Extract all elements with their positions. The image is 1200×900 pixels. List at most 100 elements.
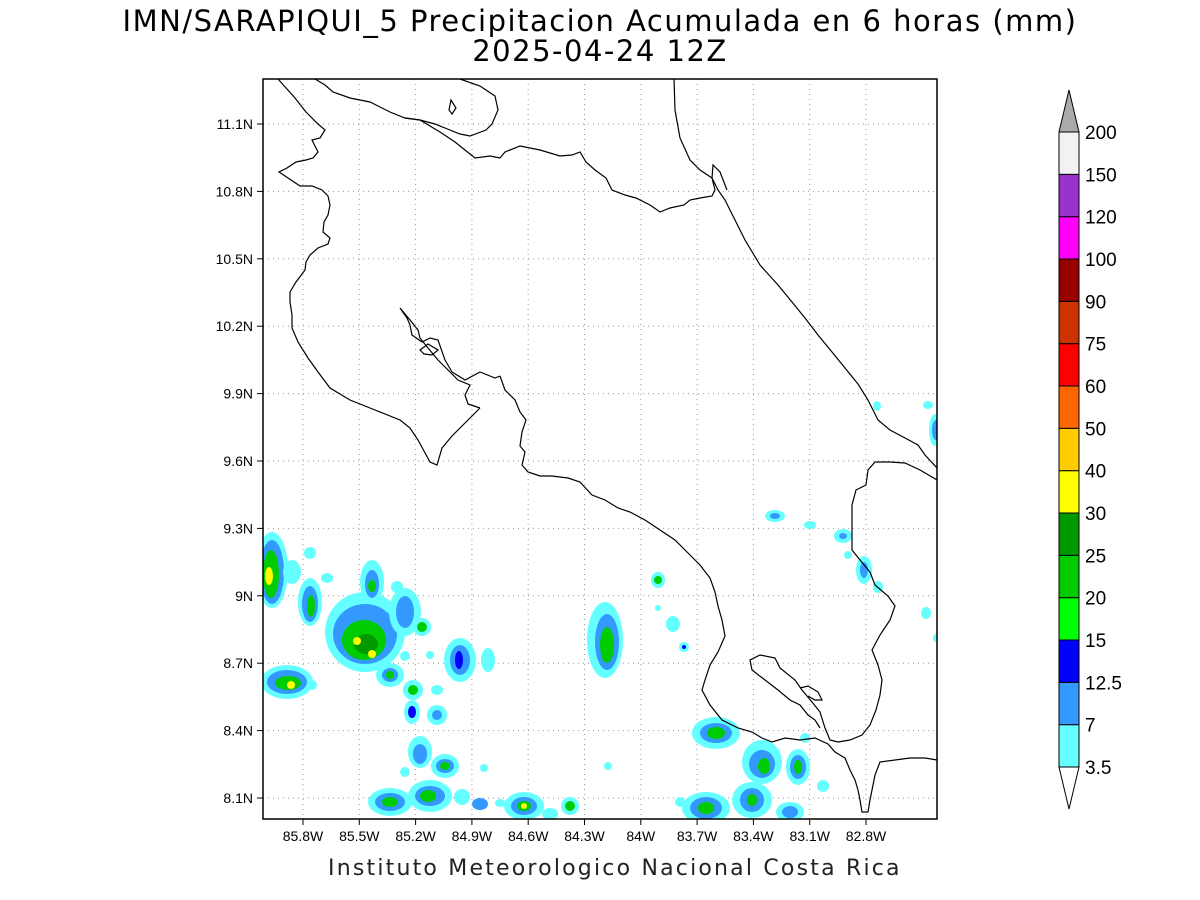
lat-label: 8.4N bbox=[223, 723, 253, 739]
precip-cell bbox=[360, 560, 384, 604]
precip-cell bbox=[933, 634, 937, 642]
lon-label: 84W bbox=[626, 828, 656, 844]
colorbar-label: 120 bbox=[1085, 208, 1117, 229]
colorbar-label: 75 bbox=[1085, 335, 1106, 356]
lat-label: 10.2N bbox=[216, 318, 253, 334]
coastline bbox=[799, 685, 823, 701]
lon-label: 85.5W bbox=[339, 828, 380, 844]
precip-cell bbox=[923, 401, 933, 409]
lat-label: 10.8N bbox=[216, 183, 253, 199]
precip-cell bbox=[368, 788, 412, 816]
precip-cell bbox=[283, 560, 301, 584]
border bbox=[837, 461, 937, 743]
map-title: IMN/SARAPIQUI_5 Precipitacion Acumulada … bbox=[122, 4, 1078, 38]
precip-cell bbox=[444, 638, 476, 682]
lake-shore bbox=[404, 79, 499, 137]
island bbox=[448, 98, 457, 116]
precip-cell bbox=[675, 797, 685, 807]
colorbar-swatch bbox=[1058, 554, 1080, 599]
lat-label: 11.1N bbox=[217, 116, 253, 132]
colorbar-swatch bbox=[1058, 470, 1080, 514]
precip-cell bbox=[504, 792, 544, 819]
colorbar-label: 7 bbox=[1085, 716, 1096, 737]
precip-cell bbox=[431, 685, 443, 695]
colorbar-min-arrow bbox=[1058, 766, 1080, 810]
precip-cell bbox=[408, 736, 432, 768]
precip-cell bbox=[804, 521, 816, 529]
lon-label: 84.3W bbox=[564, 828, 605, 844]
colorbar-label: 50 bbox=[1085, 419, 1106, 440]
coastline bbox=[749, 654, 839, 743]
colorbar-swatch bbox=[1058, 131, 1080, 175]
precip-cell bbox=[427, 705, 447, 725]
precip-cell bbox=[692, 717, 740, 749]
coastline bbox=[399, 307, 501, 409]
lon-label: 82.8W bbox=[846, 828, 887, 844]
precip-cell bbox=[742, 740, 782, 784]
precip-cell bbox=[856, 556, 872, 584]
lat-label: 9.9N bbox=[223, 386, 253, 402]
island bbox=[419, 343, 440, 356]
lon-label: 83.1W bbox=[789, 828, 830, 844]
lat-label: 9.3N bbox=[223, 520, 253, 536]
precip-cell bbox=[732, 782, 772, 818]
precip-cell bbox=[413, 618, 431, 636]
lat-label: 8.1N bbox=[223, 790, 253, 806]
lat-label: 9.6N bbox=[223, 453, 253, 469]
precip-cell bbox=[426, 651, 434, 659]
precip-cell bbox=[817, 780, 829, 792]
map-frame bbox=[262, 78, 938, 820]
colorbar-label: 12.5 bbox=[1085, 673, 1122, 694]
colorbar-swatch bbox=[1058, 639, 1080, 683]
footer-credit: Instituto Meteorologico Nacional Costa R… bbox=[328, 856, 902, 881]
precip-cell bbox=[786, 749, 810, 785]
colorbar-swatch bbox=[1058, 597, 1080, 641]
colorbar-swatch bbox=[1058, 427, 1080, 472]
map-date: 2025-04-24 12Z bbox=[472, 34, 728, 68]
precip-cell bbox=[873, 401, 881, 411]
lat-label: 8.7N bbox=[223, 655, 253, 671]
colorbar-label: 3.5 bbox=[1085, 758, 1111, 779]
precip-cell bbox=[587, 602, 623, 678]
precip-cell bbox=[454, 789, 470, 805]
coastline bbox=[673, 79, 937, 469]
lon-label: 84.6W bbox=[508, 828, 549, 844]
precip-cell bbox=[480, 764, 488, 772]
colorbar-swatch bbox=[1058, 512, 1080, 556]
colorbar-swatch bbox=[1058, 681, 1080, 726]
lon-label: 83.7W bbox=[677, 828, 718, 844]
colorbar-label: 100 bbox=[1085, 250, 1117, 271]
colorbar-label: 20 bbox=[1085, 589, 1106, 610]
precip-cell bbox=[651, 572, 665, 588]
colorbar-label: 40 bbox=[1085, 462, 1106, 483]
precip-cell bbox=[495, 799, 505, 807]
colorbar-label: 90 bbox=[1085, 292, 1106, 313]
colorbar-max-arrow bbox=[1058, 89, 1080, 133]
precip-cell bbox=[481, 648, 495, 672]
lon-label: 84.9W bbox=[452, 828, 493, 844]
precip-cell bbox=[921, 607, 931, 619]
precip-cell bbox=[655, 605, 661, 611]
lat-label: 10.5N bbox=[216, 251, 253, 267]
precip-cell bbox=[776, 802, 804, 819]
colorbar-swatch bbox=[1058, 300, 1080, 345]
colorbar-swatch bbox=[1058, 216, 1080, 260]
lon-label: 85.8W bbox=[283, 828, 324, 844]
precip-cell bbox=[404, 700, 420, 724]
precip-cell bbox=[298, 578, 322, 626]
precip-cell bbox=[400, 651, 410, 661]
precip-field bbox=[263, 401, 937, 819]
precip-cell bbox=[400, 767, 410, 777]
colorbar-label: 30 bbox=[1085, 504, 1106, 525]
precip-cell bbox=[800, 733, 810, 743]
precip-cell bbox=[263, 665, 313, 699]
precip-cell bbox=[929, 414, 937, 446]
precip-cell bbox=[604, 762, 612, 770]
precip-cell bbox=[834, 529, 852, 543]
colorbar-label: 25 bbox=[1085, 546, 1106, 567]
lon-label: 83.4W bbox=[733, 828, 774, 844]
precip-cell bbox=[376, 663, 404, 687]
precip-cell bbox=[765, 510, 785, 522]
colorbar-swatch bbox=[1058, 258, 1080, 302]
